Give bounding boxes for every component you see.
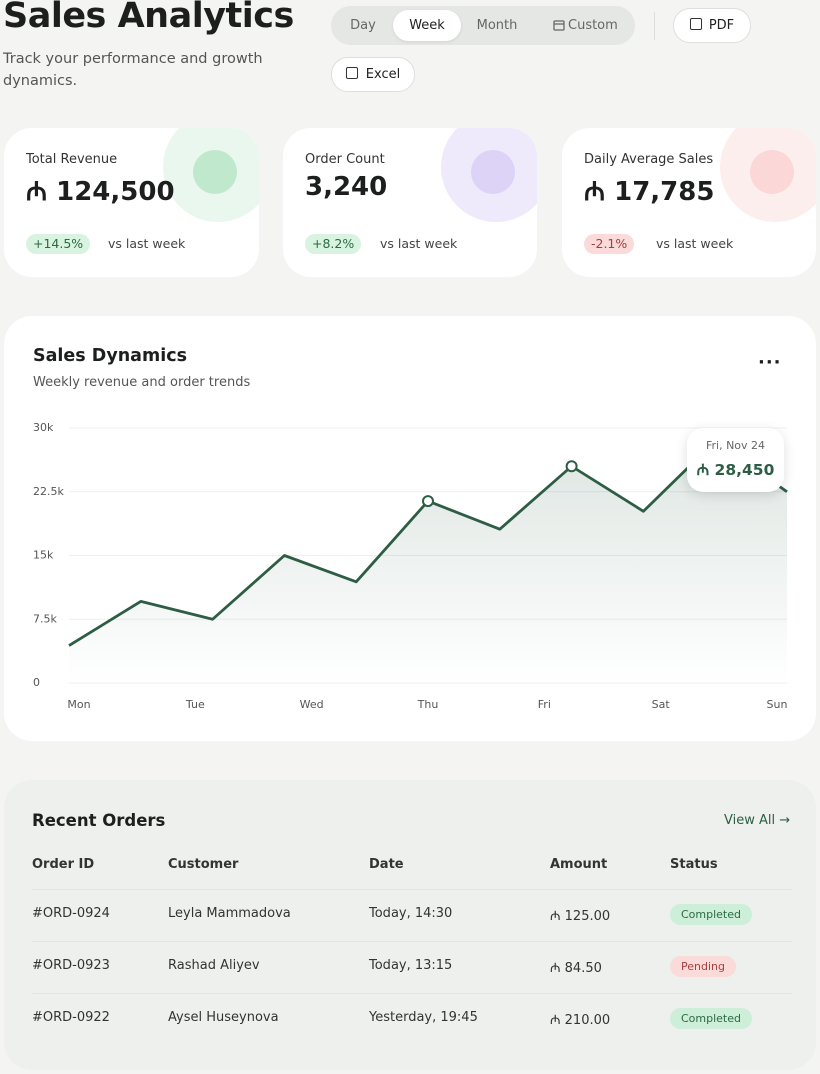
status-badge: Completed: [670, 1008, 752, 1029]
kpi-card: Order Count 3,240 +8.2% vs last week: [283, 128, 537, 277]
kpi-compare: vs last week: [656, 236, 734, 251]
column-header: Date: [369, 857, 404, 872]
excel-button[interactable]: Excel: [331, 57, 415, 92]
link-label: View All: [724, 813, 776, 828]
row-separator: [32, 993, 792, 994]
x-tick-label: Tue: [185, 698, 205, 711]
kpi-value: ₼ 17,785: [584, 177, 715, 207]
line-chart: 0 7.5k 15k 22.5k 30k Mon Tue Wed Thu Fri Sat Sun: [33, 421, 788, 711]
table-cell: ₼ 84.50: [550, 961, 602, 976]
button-label: Excel: [365, 67, 401, 82]
chart-title: Sales Dynamics: [33, 346, 188, 366]
orders-card: Recent Orders View All → Order ID Custom…: [4, 780, 816, 1070]
x-tick-label: Fri: [538, 698, 551, 711]
pdf-button[interactable]: PDF: [673, 8, 751, 43]
table-cell: #ORD-0923: [32, 958, 110, 973]
x-tick-label: Wed: [300, 698, 324, 711]
kpi-icon: [471, 150, 515, 194]
view-all-link[interactable]: View All →: [724, 813, 791, 828]
kpi-change: -2.1%: [584, 234, 635, 254]
kpi-label: Order Count: [305, 152, 385, 167]
table-cell: Aysel Huseynova: [168, 1010, 279, 1025]
button-label: PDF: [708, 18, 735, 33]
y-tick-label: 22.5k: [33, 485, 64, 498]
excel-icon: [345, 67, 358, 79]
page-title: Sales Analytics: [3, 0, 294, 36]
x-tick-label: Sun: [767, 698, 788, 711]
table-cell: ₼ 125.00: [550, 909, 611, 924]
kpi-icon: [750, 150, 794, 194]
table-cell: Today, 14:30: [369, 906, 453, 921]
orders-title: Recent Orders: [32, 811, 166, 830]
point-marker: [565, 460, 578, 473]
y-tick-label: 30k: [33, 421, 54, 434]
table-cell: Today, 13:15: [369, 958, 453, 973]
area: [69, 441, 787, 683]
y-tick-label: 15k: [33, 549, 54, 562]
y-tick-label: 0: [33, 676, 40, 689]
tooltip-date: Fri, Nov 24: [705, 439, 766, 452]
column-header: Status: [670, 857, 718, 872]
period-tab[interactable]: Week: [393, 10, 461, 41]
kpi-label: Total Revenue: [26, 152, 118, 167]
kpi-compare: vs last week: [108, 236, 186, 251]
kpi-card: Daily Average Sales ₼ 17,785 -2.1% vs la…: [562, 128, 816, 277]
period-tab[interactable]: Month: [476, 18, 518, 33]
kpi-label: Daily Average Sales: [584, 152, 714, 167]
kpi-value: ₼ 124,500: [26, 177, 175, 207]
status-badge: Pending: [670, 956, 736, 977]
more-menu[interactable]: ···: [758, 352, 782, 373]
column-header: Customer: [168, 857, 239, 872]
page-subtitle: Track your performance and growth dynami…: [3, 51, 263, 89]
table-cell: Leyla Mammadova: [168, 906, 291, 921]
kpi-value: 3,240: [305, 172, 388, 202]
tooltip-value: ₼ 28,450: [696, 461, 775, 479]
divider: [654, 12, 655, 40]
x-tick-label: Sat: [652, 698, 671, 711]
kpi-change: +14.5%: [26, 234, 91, 254]
x-tick-label: Thu: [417, 698, 439, 711]
period-tab[interactable]: Custom: [568, 18, 618, 33]
table-cell: ₼ 210.00: [550, 1013, 611, 1028]
kpi-change: +8.2%: [305, 234, 362, 254]
status-badge: Completed: [670, 904, 752, 925]
table-cell: #ORD-0924: [32, 906, 110, 921]
y-tick-label: 7.5k: [33, 612, 57, 625]
row-separator: [32, 941, 792, 942]
table-cell: Yesterday, 19:45: [369, 1010, 478, 1025]
period-tab[interactable]: Day: [350, 18, 376, 33]
chart-subtitle: Weekly revenue and order trends: [33, 375, 251, 390]
chart-card: Sales Dynamics Weekly revenue and order …: [4, 316, 816, 741]
kpi-icon: [193, 150, 237, 194]
calendar-icon: [553, 20, 565, 31]
kpi-compare: vs last week: [380, 236, 458, 251]
column-header: Order ID: [32, 857, 95, 872]
row-separator: [32, 889, 792, 890]
column-header: Amount: [550, 857, 608, 872]
point-marker: [422, 495, 434, 508]
tooltip: Fri, Nov 24 ₼ 28,450: [687, 428, 784, 492]
period-switch: [331, 6, 635, 45]
table-cell: #ORD-0922: [32, 1010, 110, 1025]
pdf-icon: [689, 18, 702, 30]
table-cell: Rashad Aliyev: [168, 958, 260, 973]
x-tick-label: Mon: [67, 698, 90, 711]
kpi-card: Total Revenue ₼ 124,500 +14.5% vs last w…: [4, 128, 259, 277]
